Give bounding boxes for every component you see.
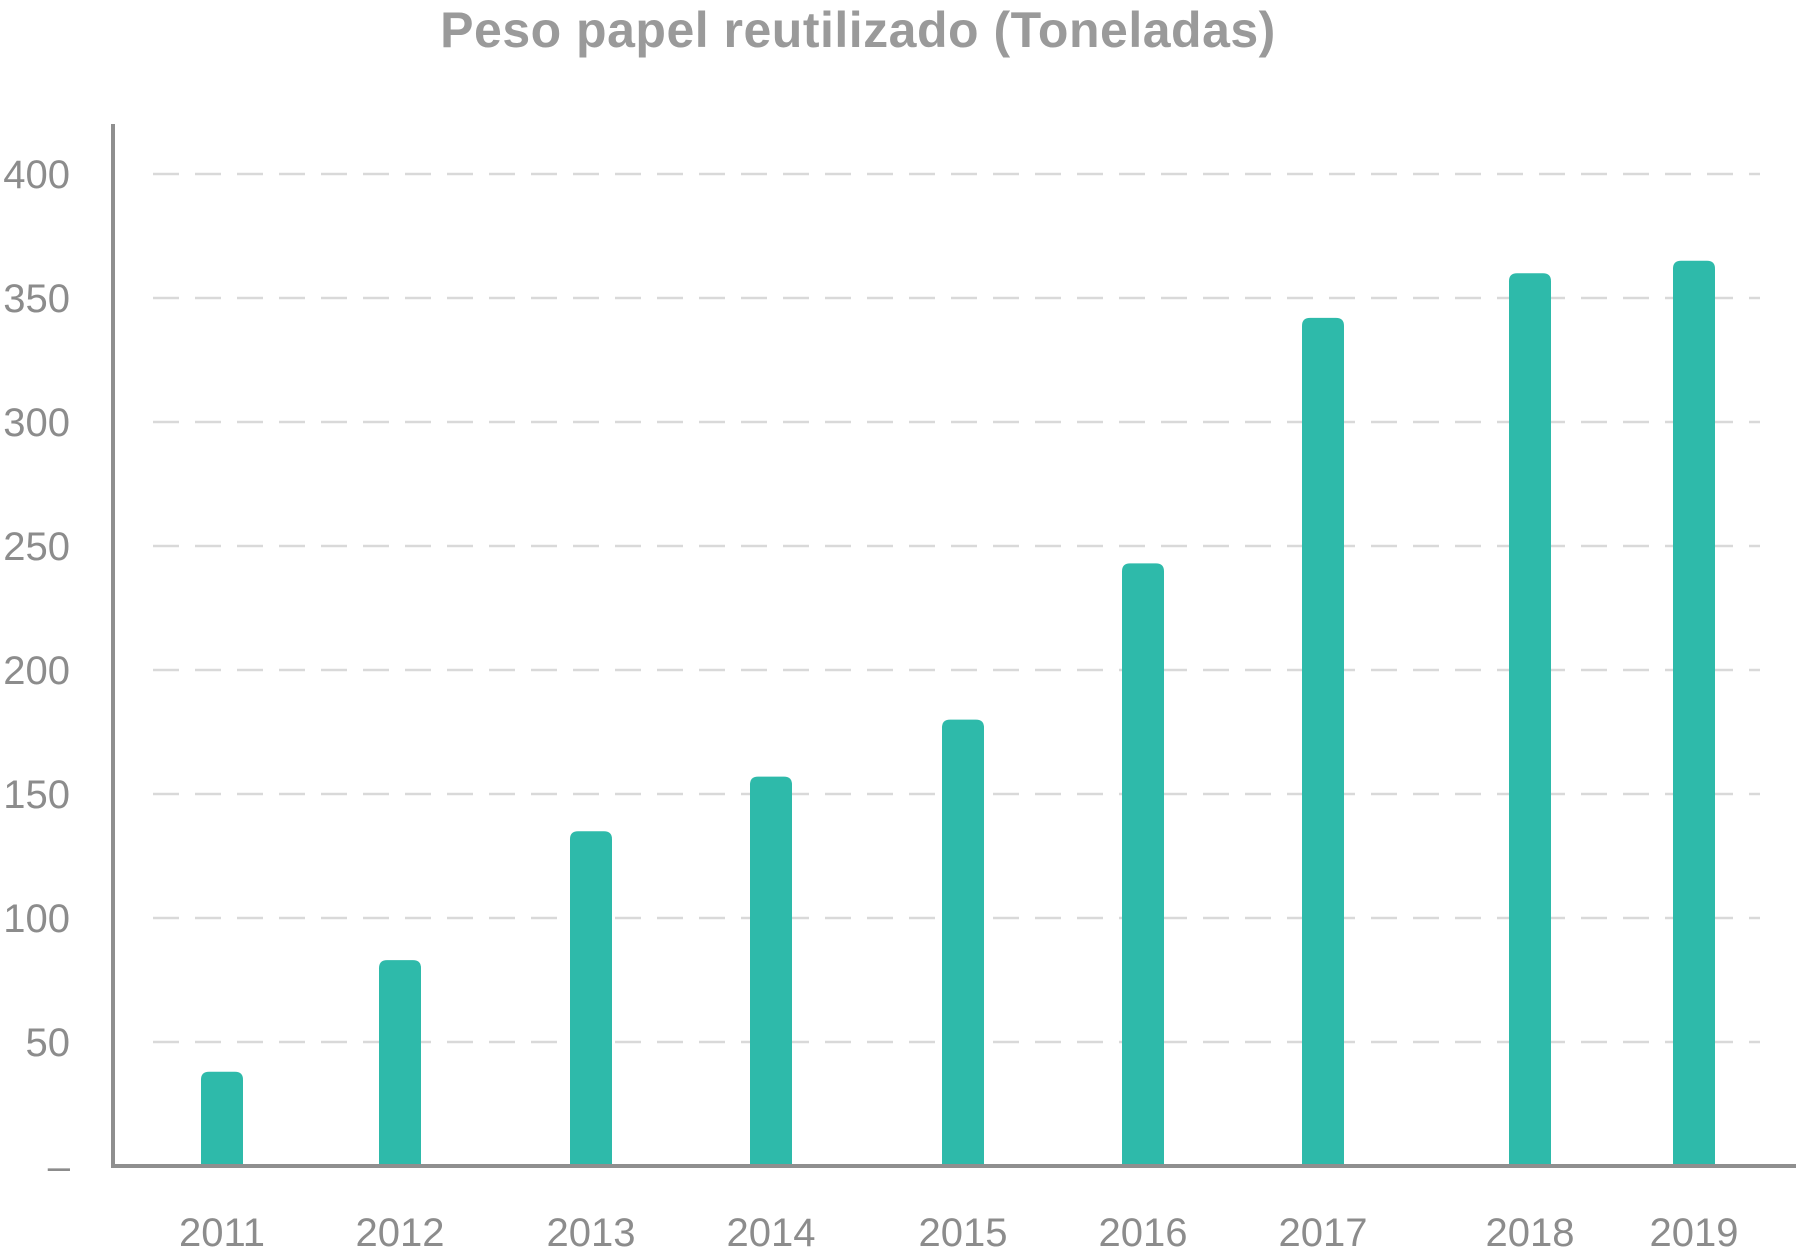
bar-2017 — [1302, 317, 1344, 1167]
bar-2018 — [1509, 273, 1551, 1166]
y-tick-label: 50 — [26, 1021, 71, 1065]
x-tick-label: 2013 — [547, 1211, 636, 1248]
chart-title: Peso papel reutilizado (Toneladas) — [440, 2, 1276, 58]
x-tick-label: 2017 — [1279, 1211, 1368, 1248]
x-tick-label: 2015 — [919, 1211, 1008, 1248]
bar-2014 — [750, 776, 792, 1166]
y-tick-label: 300 — [3, 401, 70, 445]
axes — [111, 124, 1796, 1168]
y-tick-label: 200 — [3, 649, 70, 693]
y-tick-label: 400 — [3, 153, 70, 197]
y-tick-label: – — [48, 1145, 71, 1189]
bar-2019 — [1673, 260, 1715, 1166]
bars — [201, 260, 1715, 1167]
x-tick-label: 2014 — [727, 1211, 816, 1248]
bar-2016 — [1122, 563, 1164, 1166]
x-tick-label: 2011 — [179, 1211, 265, 1248]
bar-2013 — [570, 831, 612, 1166]
y-tick-labels: – 50 100 150 200 250 300 350 400 — [3, 153, 71, 1189]
x-tick-label: 2012 — [356, 1211, 445, 1248]
x-tick-labels: 2011 2012 2013 2014 2015 2016 2017 2018 2019 — [179, 1211, 1739, 1248]
x-tick-label: 2016 — [1099, 1211, 1188, 1248]
bar-2011 — [201, 1071, 243, 1166]
y-tick-label: 150 — [3, 773, 70, 817]
bar-2012 — [379, 960, 421, 1166]
bar-2015 — [942, 719, 984, 1166]
x-tick-label: 2019 — [1650, 1211, 1739, 1248]
y-tick-label: 100 — [3, 897, 70, 941]
y-tick-label: 250 — [3, 525, 70, 569]
y-tick-label: 350 — [3, 277, 70, 321]
x-tick-label: 2018 — [1486, 1211, 1575, 1248]
